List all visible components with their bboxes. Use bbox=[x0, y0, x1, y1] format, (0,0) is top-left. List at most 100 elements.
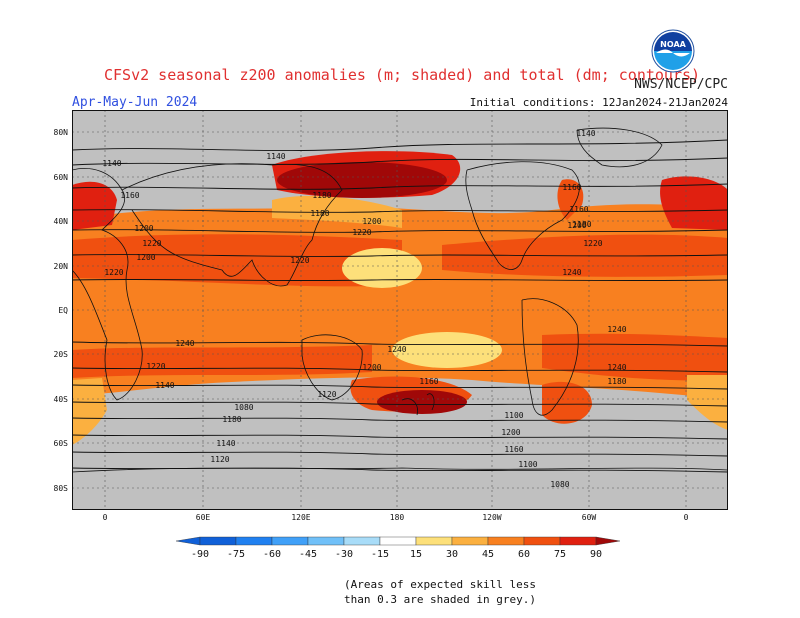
latitude-label: 40S bbox=[54, 395, 69, 404]
contour-label: 1120 bbox=[210, 455, 229, 464]
contour-label: 1200 bbox=[567, 221, 586, 230]
colorbar: -90 -75 -60 -45 -30 -15 15 30 45 60 75 90 bbox=[175, 536, 621, 560]
longitude-label: 120W bbox=[482, 513, 501, 522]
contour-label: 1140 bbox=[576, 129, 595, 138]
colorbar-label: -15 bbox=[371, 549, 389, 560]
colorbar-swatch bbox=[379, 536, 417, 546]
longitude-label: 60W bbox=[582, 513, 597, 522]
world-map: 1140114011401160116011601180118011801200… bbox=[72, 110, 728, 510]
anomaly-region-nh-west bbox=[72, 234, 402, 287]
skill-note-line2: than 0.3 are shaded in grey.) bbox=[343, 593, 537, 606]
contour-label: 1180 bbox=[607, 377, 626, 386]
colorbar-swatch bbox=[559, 536, 597, 546]
contour-label: 1160 bbox=[504, 445, 523, 454]
contour-label: 1180 bbox=[222, 415, 241, 424]
anomaly-region-north-pacific-core bbox=[277, 162, 447, 198]
colorbar-swatch bbox=[235, 536, 273, 546]
colorbar-label: 75 bbox=[554, 549, 566, 560]
contour-label: 1160 bbox=[419, 377, 438, 386]
contour-label: 1200 bbox=[136, 253, 155, 262]
noaa-logo: NOAA bbox=[651, 29, 695, 73]
contour-label: 1160 bbox=[569, 205, 588, 214]
contour-label: 1200 bbox=[134, 224, 153, 233]
colorbar-label: 60 bbox=[518, 549, 530, 560]
skill-note: (Areas of expected skill less than 0.3 a… bbox=[330, 577, 550, 607]
contour-label: 1100 bbox=[518, 460, 537, 469]
height-contours bbox=[72, 139, 728, 473]
graticule bbox=[72, 110, 728, 510]
colorbar-arrow-right bbox=[595, 536, 621, 546]
colorbar-label: -60 bbox=[263, 549, 281, 560]
colorbar-label: -75 bbox=[227, 549, 245, 560]
colorbar-swatch bbox=[307, 536, 345, 546]
anomaly-region-nw-atlantic bbox=[557, 179, 584, 220]
longitude-label: 180 bbox=[390, 513, 405, 522]
colorbar-label: 90 bbox=[590, 549, 602, 560]
contour-label: 1160 bbox=[120, 191, 139, 200]
colorbar-swatch bbox=[343, 536, 381, 546]
contour-label: 1140 bbox=[216, 439, 235, 448]
contour-label: 1240 bbox=[607, 325, 626, 334]
contour-label: 1100 bbox=[504, 411, 523, 420]
colorbar-label: -90 bbox=[191, 549, 209, 560]
latitude-label: 80S bbox=[54, 484, 69, 493]
contour-label: 1120 bbox=[317, 390, 336, 399]
contour-label: 1220 bbox=[290, 256, 309, 265]
longitude-label: 120E bbox=[291, 513, 310, 522]
anomaly-region-europe-east bbox=[660, 176, 728, 230]
contour-label: 1220 bbox=[352, 228, 371, 237]
anomaly-region-pacific-yellow bbox=[342, 248, 422, 288]
coastlines bbox=[72, 127, 728, 473]
noaa-logo-text: NOAA bbox=[660, 40, 686, 49]
colorbar-swatch bbox=[451, 536, 489, 546]
contour-label: 1220 bbox=[142, 239, 161, 248]
contour-label: 1140 bbox=[266, 152, 285, 161]
contour-label: 1180 bbox=[312, 191, 331, 200]
longitude-label: 60E bbox=[196, 513, 211, 522]
colorbar-label: 30 bbox=[446, 549, 458, 560]
contour-label: 1240 bbox=[607, 363, 626, 372]
contour-label: 1220 bbox=[104, 268, 123, 277]
latitude-label: EQ bbox=[58, 306, 68, 315]
contour-label: 1180 bbox=[310, 209, 329, 218]
latitude-label: 60N bbox=[54, 173, 69, 182]
colorbar-label: 15 bbox=[410, 549, 422, 560]
contour-label: 1240 bbox=[175, 339, 194, 348]
colorbar-swatch bbox=[199, 536, 237, 546]
latitude-label: 60S bbox=[54, 439, 69, 448]
anomaly-region-europe bbox=[72, 181, 117, 230]
anomaly-region-satl-west bbox=[72, 378, 107, 445]
colorbar-swatch bbox=[487, 536, 525, 546]
latitude-label: 20S bbox=[54, 350, 69, 359]
initial-conditions-label: Initial conditions: 12Jan2024-21Jan2024 bbox=[469, 96, 728, 109]
contour-labels: 1140114011401160116011601180118011801200… bbox=[102, 129, 626, 489]
organization-label: NWS/NCEP/CPC bbox=[634, 77, 728, 92]
longitude-label: 0 bbox=[684, 513, 689, 522]
contour-label: 1180 bbox=[572, 220, 591, 229]
latitude-label: 20N bbox=[54, 262, 69, 271]
skill-note-line1: (Areas of expected skill less bbox=[343, 578, 537, 591]
contour-label: 1160 bbox=[562, 183, 581, 192]
contour-label: 1140 bbox=[155, 381, 174, 390]
colorbar-swatch bbox=[415, 536, 453, 546]
colorbar-label: -45 bbox=[299, 549, 317, 560]
latitude-axis: 80N 60N 40N 20N EQ 20S 40S 60S 80S bbox=[54, 128, 69, 493]
season-label: Apr-May-Jun 2024 bbox=[72, 95, 198, 110]
anomaly-region-sa-south bbox=[542, 381, 592, 424]
longitude-label: 0 bbox=[103, 513, 108, 522]
contour-label: 1220 bbox=[146, 362, 165, 371]
colorbar-arrow-left bbox=[175, 536, 201, 546]
contour-label: 1080 bbox=[550, 480, 569, 489]
latitude-label: 40N bbox=[54, 217, 69, 226]
contour-label: 1200 bbox=[362, 363, 381, 372]
anomaly-region-sh-red bbox=[72, 345, 372, 378]
contour-label: 1200 bbox=[501, 428, 520, 437]
anomaly-region-nz-core bbox=[377, 390, 467, 414]
map-title: CFSv2 seasonal z200 anomalies (m; shaded… bbox=[104, 66, 701, 84]
contour-label: 1240 bbox=[562, 268, 581, 277]
colorbar-label: 45 bbox=[482, 549, 494, 560]
contour-label: 1240 bbox=[387, 345, 406, 354]
colorbar-label: -30 bbox=[335, 549, 353, 560]
longitude-axis: 0 60E 120E 180 120W 60W 0 bbox=[103, 513, 689, 522]
colorbar-swatch bbox=[523, 536, 561, 546]
